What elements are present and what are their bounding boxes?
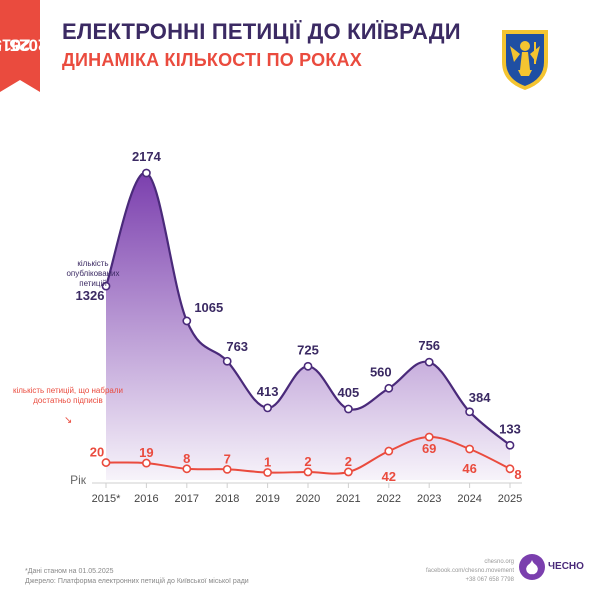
signed-point [101,458,111,467]
signed-point [263,468,272,477]
page-subtitle: ДИНАМІКА КІЛЬКОСТІ ПО РОКАХ [62,50,362,70]
published-data-label: 133 [499,421,521,436]
signed-annotation-arrow-icon: ↘ [64,415,73,426]
garlic-icon [526,560,538,575]
footnote-date: *Дані станом на 01.05.2025 [25,568,114,575]
contact-phone: +38 067 658 7798 [465,577,514,583]
signed-point [505,464,515,474]
x-tick-label: 2024 [457,493,481,505]
published-point [101,281,111,291]
x-tick-label: 2020 [296,493,320,505]
published-point [343,404,353,414]
signed-data-label: 1 [264,454,271,469]
published-series-annotation: кількість опублікованих петицій [66,259,120,288]
signed-data-label: 20 [90,445,104,460]
signed-data-label: 69 [422,441,436,456]
signed-data-label: 19 [139,445,153,460]
years-ribbon [0,0,40,92]
published-data-label: 405 [338,385,360,400]
published-point [263,403,272,413]
signed-point [343,467,353,477]
x-tick-label: 2016 [134,493,158,505]
signed-point [465,444,474,454]
published-data-label: 413 [257,384,279,399]
published-point [182,316,192,326]
signed-data-label: 42 [382,469,396,484]
signed-series-annotation: кількість петицій, що набрали достатньо … [12,386,123,405]
signed-point [141,458,151,468]
published-point [505,440,515,450]
x-tick-label: 2023 [417,493,441,505]
signed-data-label: 8 [514,467,521,482]
x-tick-label: 2017 [175,493,199,505]
published-data-label: 763 [226,339,248,354]
signed-data-label: 8 [183,451,190,466]
x-tick-label: 2018 [215,493,239,505]
signed-point [303,467,313,477]
page-title: ЕЛЕКТРОННІ ПЕТИЦІЇ ДО КИЇВРАДИ [62,19,461,44]
published-data-label: 384 [469,390,491,405]
signed-data-label: 2 [345,454,352,469]
published-point [141,168,151,178]
signed-data-label: 46 [462,461,476,476]
signed-point [222,464,232,474]
signed-point [182,464,192,474]
brand-name: ЧЕСНО [548,561,584,572]
signed-point [424,432,434,442]
published-data-label: 2174 [132,149,162,164]
published-data-label: 560 [370,364,392,379]
chesno-logo-icon [519,554,545,580]
published-data-label: 1065 [194,300,223,315]
published-point [424,357,434,367]
published-point [384,383,394,393]
signed-data-label: 7 [224,451,231,466]
x-tick-label: 2022 [377,493,401,505]
x-tick-label: 2019 [255,493,279,505]
kyiv-coat-of-arms-icon [502,30,548,90]
x-axis-label: Рік [70,473,87,487]
published-series-line [104,171,511,447]
x-tick-label: 2015* [92,493,121,505]
x-tick-label: 2021 [336,493,360,505]
published-point [222,356,232,366]
footnote-source: Джерело: Платформа електронних петицій д… [25,578,249,585]
published-data-label: 756 [418,338,440,353]
signed-data-label: 2 [304,454,311,469]
published-point [465,407,474,417]
published-data-label: 725 [297,342,319,357]
contact-website: chesno.org [484,559,514,565]
signed-point [384,446,394,456]
published-area [106,172,510,480]
footnote: *Дані станом на 01.05.2025 Джерело: Плат… [25,567,249,587]
published-data-label: 1326 [76,288,105,303]
x-tick-label: 2025 [498,493,522,505]
contacts: chesno.org facebook.com/chesno.movement … [398,558,514,585]
published-point [303,361,313,371]
contact-facebook: facebook.com/chesno.movement [425,568,514,574]
